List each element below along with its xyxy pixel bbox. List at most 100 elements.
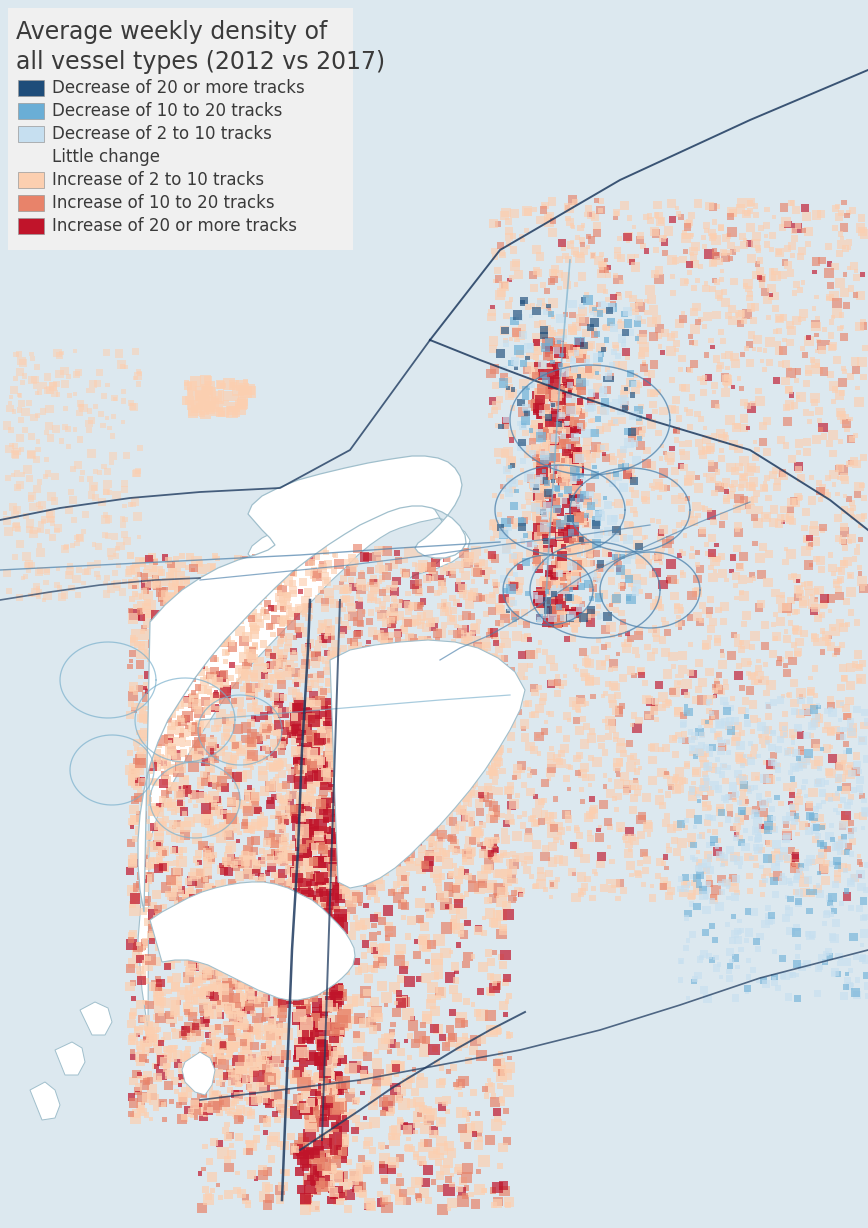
Bar <box>859 737 865 742</box>
Bar <box>268 585 273 589</box>
Bar <box>594 198 599 203</box>
Bar <box>163 1046 168 1051</box>
Bar <box>435 995 441 1001</box>
Bar <box>333 1146 347 1159</box>
Bar <box>547 830 554 837</box>
Bar <box>764 513 769 519</box>
Bar <box>775 248 784 258</box>
Bar <box>274 815 279 819</box>
Bar <box>235 943 241 949</box>
Bar <box>592 677 601 685</box>
Bar <box>343 585 352 593</box>
Bar <box>372 1023 381 1032</box>
Bar <box>128 858 137 868</box>
Bar <box>739 685 745 691</box>
Bar <box>797 287 803 293</box>
Bar <box>553 571 559 576</box>
Bar <box>366 582 372 587</box>
Bar <box>135 777 141 783</box>
Bar <box>835 775 842 781</box>
Bar <box>696 850 700 853</box>
Bar <box>415 728 423 736</box>
Bar <box>587 605 595 614</box>
Bar <box>214 960 221 968</box>
Bar <box>503 416 510 422</box>
Bar <box>708 572 718 582</box>
Bar <box>292 948 305 962</box>
Bar <box>494 667 501 673</box>
Bar <box>714 685 723 694</box>
Bar <box>276 659 281 664</box>
Bar <box>591 472 599 479</box>
Bar <box>438 713 444 718</box>
Bar <box>237 1008 245 1016</box>
Bar <box>598 825 602 829</box>
Bar <box>506 457 516 467</box>
Bar <box>273 906 279 911</box>
Bar <box>306 907 318 920</box>
Bar <box>62 424 68 430</box>
Bar <box>419 734 426 742</box>
Bar <box>253 923 258 930</box>
Bar <box>170 912 178 921</box>
Bar <box>227 575 238 585</box>
Bar <box>247 1111 255 1119</box>
Bar <box>720 248 727 255</box>
Bar <box>295 880 302 887</box>
Bar <box>192 912 201 922</box>
Bar <box>390 824 396 830</box>
Bar <box>498 1051 503 1056</box>
Bar <box>847 761 854 769</box>
Bar <box>306 707 320 721</box>
Bar <box>220 894 227 901</box>
Bar <box>368 609 374 615</box>
Bar <box>339 1116 344 1121</box>
Bar <box>307 1104 316 1113</box>
Bar <box>176 801 185 809</box>
Bar <box>576 511 581 516</box>
Bar <box>293 991 304 1002</box>
Bar <box>95 575 101 580</box>
Bar <box>168 1099 174 1104</box>
Bar <box>400 851 408 858</box>
Bar <box>316 873 324 880</box>
Bar <box>297 998 306 1007</box>
Bar <box>152 696 156 700</box>
Bar <box>95 381 101 387</box>
Bar <box>794 648 802 656</box>
Bar <box>314 939 322 947</box>
Bar <box>755 262 760 266</box>
Bar <box>306 770 312 777</box>
Bar <box>785 387 792 393</box>
Bar <box>485 734 494 743</box>
Bar <box>453 1082 458 1087</box>
Bar <box>534 269 542 278</box>
Bar <box>137 971 146 980</box>
Bar <box>88 418 95 424</box>
Bar <box>472 729 482 738</box>
Bar <box>472 678 478 684</box>
Bar <box>771 588 779 597</box>
Bar <box>410 734 414 739</box>
Bar <box>291 709 303 721</box>
Bar <box>797 761 801 765</box>
Bar <box>376 565 384 573</box>
Bar <box>450 682 457 688</box>
Bar <box>219 688 227 695</box>
Bar <box>300 1017 313 1030</box>
Bar <box>555 877 560 882</box>
Bar <box>807 686 815 695</box>
Bar <box>830 905 834 910</box>
Bar <box>260 1066 266 1072</box>
Bar <box>129 804 139 814</box>
Bar <box>253 823 262 831</box>
Bar <box>367 947 373 953</box>
Bar <box>339 734 345 740</box>
Bar <box>709 286 716 292</box>
Bar <box>163 1065 170 1072</box>
Bar <box>381 605 385 610</box>
Bar <box>248 1027 254 1033</box>
Bar <box>585 675 595 685</box>
Bar <box>365 857 370 862</box>
Bar <box>644 298 648 303</box>
